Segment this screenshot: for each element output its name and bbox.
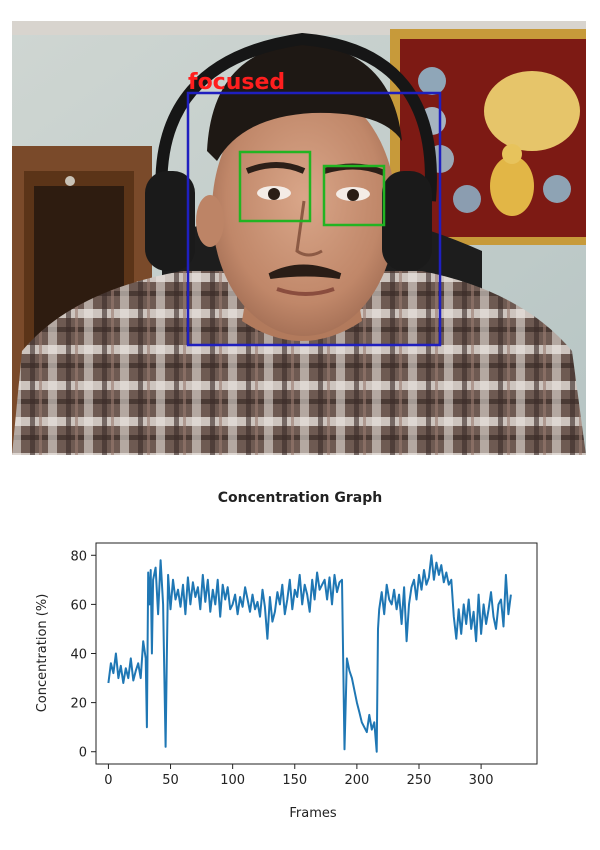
x-tick-label: 200: [344, 773, 369, 788]
x-tick-label: 0: [104, 773, 112, 788]
left-eye-detection-box: [238, 150, 312, 223]
concentration-chart: 0 50 100 150 200 250 300 0 20 40 60 80 Frames Conc…: [0, 525, 600, 835]
face-detection-box: [186, 91, 442, 347]
x-tick-label: 300: [469, 773, 494, 788]
y-tick-label: 0: [79, 746, 87, 761]
shirt: [12, 271, 586, 455]
hair: [207, 43, 402, 161]
concentration-line-chart: 0 50 100 150 200 250 300 0 20 40 60 80 Frames Conc…: [35, 542, 538, 821]
right-eye-detection-box: [322, 164, 386, 227]
y-axis-label: Concentration (%): [35, 594, 50, 713]
x-tick-label: 250: [407, 773, 432, 788]
x-axis-label: Frames: [289, 806, 337, 821]
y-tick-label: 60: [70, 598, 87, 613]
y-tick-label: 40: [70, 648, 87, 663]
mustache: [268, 264, 342, 279]
y-tick-label: 20: [70, 697, 87, 712]
focus-status-label: focused: [188, 70, 285, 95]
headphones: [145, 32, 437, 271]
graph-title: Concentration Graph: [217, 490, 383, 506]
concentration-series-line: [107, 554, 512, 753]
x-tick-label: 100: [220, 773, 245, 788]
y-tick-label: 80: [70, 549, 87, 564]
x-tick-label: 50: [162, 773, 179, 788]
webcam-frame: focused: [12, 21, 586, 455]
x-tick-label: 150: [282, 773, 307, 788]
